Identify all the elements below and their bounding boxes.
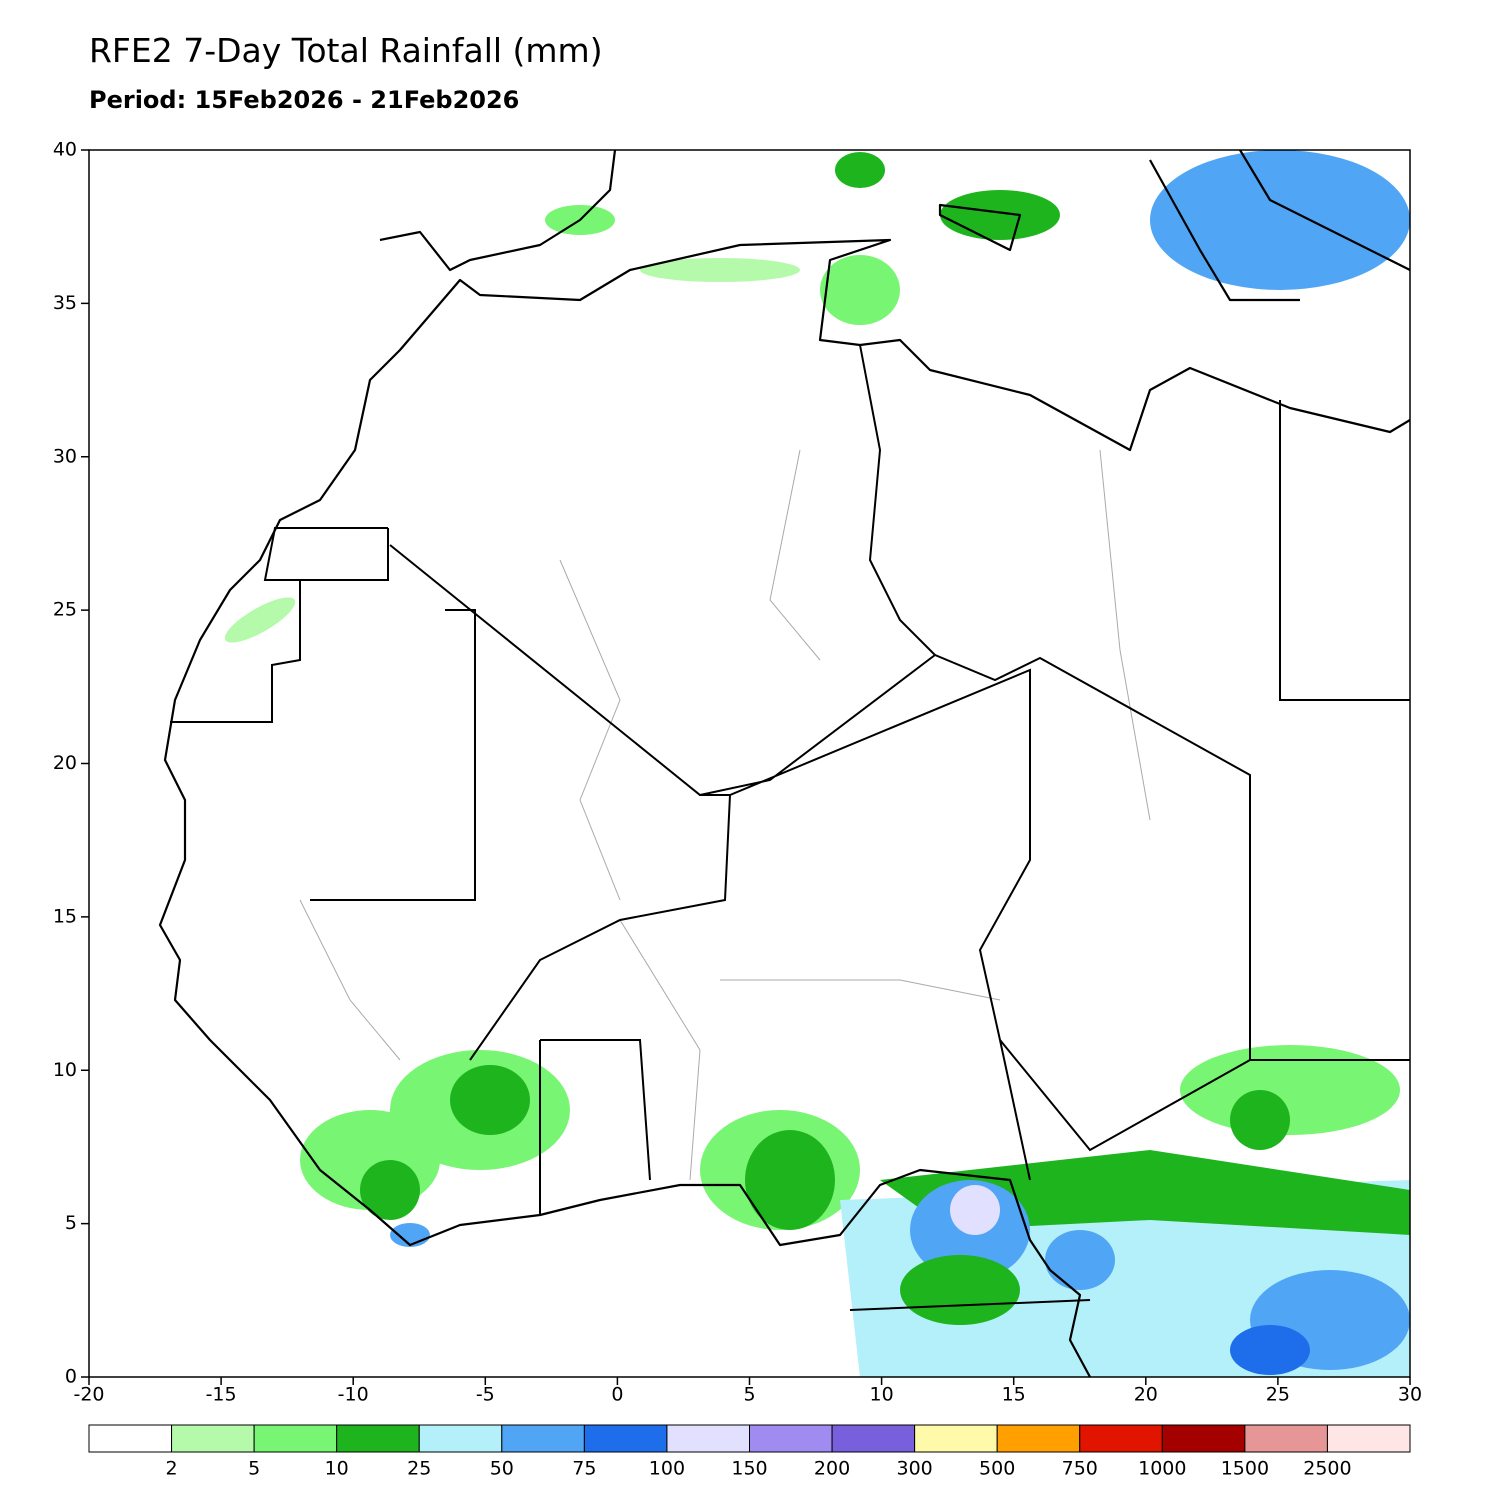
x-tick-label: 5 [743,1384,755,1406]
y-tick-label: 30 [53,445,77,467]
y-tick-label: 10 [53,1059,77,1081]
x-tick-label: 25 [1266,1384,1290,1406]
legend-label: 2 [166,1458,178,1480]
legend-swatch [749,1424,833,1453]
legend-label: 1500 [1221,1458,1269,1480]
legend-swatch [171,1424,255,1453]
coastline [158,149,1411,1378]
legend-swatch [336,1424,420,1453]
x-tick-label: -20 [73,1384,104,1406]
legend-label: 500 [979,1458,1015,1480]
legend-swatch [583,1424,668,1453]
legend-swatch [1079,1424,1163,1453]
y-tick-label: 15 [53,905,77,927]
legend-label: 10 [325,1458,349,1480]
legend-swatch [1161,1424,1246,1453]
legend-label: 150 [731,1458,767,1480]
x-tick-label: 30 [1398,1384,1422,1406]
y-tick-label: 0 [65,1366,77,1388]
legend-swatch [996,1424,1081,1453]
x-tick-label: 0 [611,1384,623,1406]
borders [170,344,1410,1311]
legend-swatch [914,1424,998,1453]
legend-swatch [666,1424,750,1453]
legend-label: 5 [248,1458,260,1480]
legend-label: 2500 [1303,1458,1351,1480]
x-tick-label: 10 [870,1384,894,1406]
legend-label: 200 [814,1458,850,1480]
y-tick-label: 20 [53,752,77,774]
legend-swatch [831,1424,916,1453]
x-tick-label: -15 [206,1384,237,1406]
x-tick-label: 15 [1002,1384,1026,1406]
legend-swatch [1326,1424,1411,1453]
legend-label: 100 [649,1458,685,1480]
legend-swatch [88,1424,173,1453]
legend-label: 750 [1062,1458,1098,1480]
map-title: RFE2 7-Day Total Rainfall (mm) [89,31,603,70]
legend-swatch [253,1424,338,1453]
y-tick-label: 35 [53,292,77,314]
y-tick-label: 5 [65,1212,77,1234]
rainfall-areas [224,150,1410,1377]
legend-swatch [1244,1424,1328,1453]
map-subtitle: Period: 15Feb2026 - 21Feb2026 [89,86,519,114]
y-tick-label: 25 [53,599,77,621]
legend-swatch [501,1424,585,1453]
legend-label: 1000 [1138,1458,1186,1480]
x-tick-label: -10 [338,1384,369,1406]
legend-label: 75 [572,1458,596,1480]
x-tick-label: -5 [476,1384,495,1406]
legend-swatch [418,1424,503,1453]
legend-label: 50 [490,1458,514,1480]
x-tick-label: 20 [1134,1384,1158,1406]
y-tick-label: 40 [53,139,77,161]
legend-label: 25 [407,1458,431,1480]
legend-label: 300 [896,1458,932,1480]
